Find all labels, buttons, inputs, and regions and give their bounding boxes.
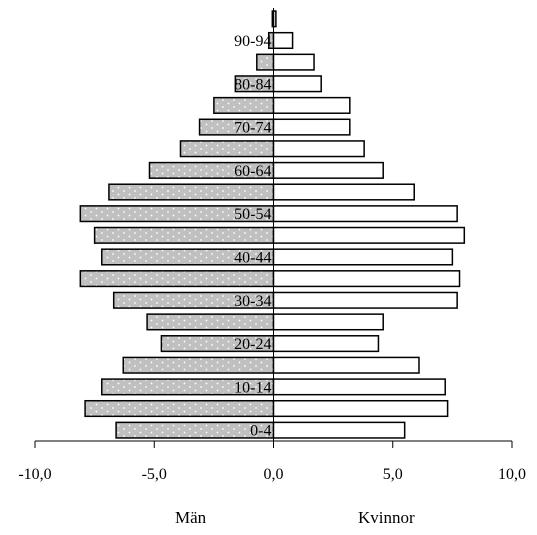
bar-women-20-24 [272,335,380,353]
age-label-30-34: 30-34 [234,293,271,310]
bar-men-45-49 [93,226,275,244]
bar-women-80-84 [272,75,322,93]
bar-men-85-89 [256,53,275,71]
bar-men-25-29 [146,313,275,331]
age-label-0-4: 0-4 [250,423,271,440]
age-label-40-44: 40-44 [234,249,271,266]
bar-women-15-19 [272,356,420,374]
men-bars [79,10,275,439]
age-label-10-14: 10-14 [234,379,271,396]
bar-men-75-79 [213,96,275,114]
age-labels: 0-4 10-14 20-24 30-34 40-44 50-54 60-64 70-74 80… [234,33,271,440]
bar-men-15-19 [122,356,275,374]
bar-men-55-59 [108,183,275,201]
bar-men-65-69 [179,140,275,158]
x-axis: -10,0 -5,0 0,0 5,0 10,0 [18,440,526,483]
x-tick-label: -5,0 [142,466,167,483]
bar-women-25-29 [272,313,384,331]
x-tick-label: 5,0 [383,466,403,483]
age-label-80-84: 80-84 [234,76,271,93]
bar-women-40-44 [272,248,454,266]
bar-women-35-39 [272,270,461,288]
bar-women-65-69 [272,140,365,158]
bar-women-90-94 [272,31,294,50]
bar-women-10-14 [272,378,446,396]
bar-women-50-54 [272,205,458,223]
x-tick-label: 10,0 [498,466,526,483]
bar-women-45-49 [272,226,466,244]
bar-women-70-74 [272,118,351,136]
age-label-50-54: 50-54 [234,206,271,223]
axis-title-women: Kvinnor [358,508,415,527]
x-tick-label: -10,0 [18,466,51,483]
bar-women-75-79 [272,96,351,114]
bar-men-5-9 [84,399,275,418]
age-label-60-64: 60-64 [234,163,271,180]
bar-women-0-4 [272,421,406,439]
bar-women-85-89 [272,53,315,71]
women-bars [272,10,466,439]
age-label-70-74: 70-74 [234,120,271,137]
bar-women-5-9 [272,399,449,418]
bar-women-55-59 [272,183,415,201]
bar-women-30-34 [272,291,458,309]
age-label-90-94: 90-94 [234,33,271,50]
bar-women-60-64 [272,161,384,179]
bar-men-35-39 [79,270,275,288]
axis-title-men: Män [175,508,207,527]
age-label-20-24: 20-24 [234,336,271,353]
x-tick-label: 0,0 [264,466,284,483]
